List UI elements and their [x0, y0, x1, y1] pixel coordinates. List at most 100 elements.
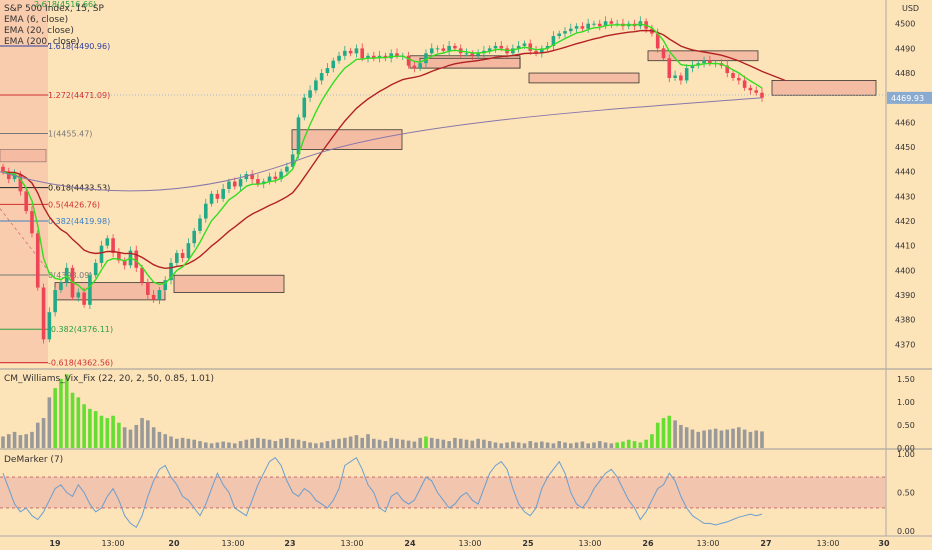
axes: 4370 4380 4390 4400 4410 4420 4430 4440 4450 4460…: [49, 20, 932, 548]
vix-bar: [105, 418, 110, 448]
vix-bar: [684, 427, 689, 448]
time-tick-label: 13:00: [101, 539, 124, 548]
candle-body: [215, 193, 220, 199]
candle-body: [464, 53, 469, 55]
vix-bar: [30, 431, 34, 448]
vix-bar: [6, 434, 11, 448]
candle-body: [661, 48, 666, 59]
fib-level-label: 0.5(4426.76): [48, 200, 100, 209]
candle-body: [540, 48, 544, 54]
vix-bar: [470, 440, 475, 448]
candle-body: [157, 290, 162, 300]
candle-body: [279, 171, 283, 180]
vix-bar: [412, 441, 417, 448]
candle-body: [64, 267, 69, 283]
vix-bar: [175, 438, 179, 448]
demarker-pane: [0, 456, 886, 529]
candle-body: [198, 218, 202, 231]
candle-body: [203, 203, 208, 219]
vix-bar: [180, 437, 185, 448]
candle-body: [418, 63, 422, 69]
vix-bar: [435, 438, 440, 448]
candle-body: [296, 117, 301, 155]
vix-bar: [261, 438, 266, 448]
ema20-legend: EMA (20, close): [4, 26, 74, 36]
candle-body: [522, 43, 527, 46]
price-tick-label: 4380: [895, 316, 915, 325]
vix-bar: [337, 438, 341, 448]
vix-bar: [232, 443, 237, 448]
vix-bar: [429, 437, 434, 448]
price-tick-label: 4410: [895, 242, 915, 251]
vix-bar: [615, 442, 619, 448]
candle-body: [493, 45, 498, 49]
vix-bar: [163, 434, 168, 448]
zone-box: [419, 57, 521, 69]
candle-body: [140, 267, 144, 283]
vix-bar: [227, 442, 231, 448]
candle-body: [41, 287, 46, 340]
vix-bar: [528, 441, 533, 448]
vix-bar: [203, 442, 208, 448]
time-tick-label: 13:00: [221, 539, 244, 548]
vix-bar: [551, 443, 556, 448]
ema6-legend: EMA (6, close): [4, 15, 69, 25]
candle-body: [429, 48, 434, 54]
candle-body: [343, 50, 347, 56]
candle-body: [273, 176, 278, 180]
vix-bar: [708, 429, 712, 448]
vix-bar: [296, 439, 301, 448]
vix-bar: [493, 442, 498, 448]
price-tick-label: 4480: [895, 69, 915, 78]
vix-bar: [609, 443, 614, 448]
fib-level-label: 1(4455.47): [48, 130, 92, 139]
vix-bar: [690, 429, 695, 448]
candle-body: [122, 260, 127, 266]
vix-bar: [505, 442, 509, 448]
vix-bar: [597, 441, 602, 448]
vix-bar: [592, 442, 596, 448]
vix-bar: [713, 428, 718, 448]
candle-body: [366, 55, 370, 59]
candle-body: [227, 181, 231, 189]
candle-body: [372, 55, 376, 59]
candle-body: [238, 179, 243, 187]
vix-bar: [424, 436, 428, 448]
fib-level-label: -0.618(4362.56): [48, 359, 113, 368]
candle-body: [754, 90, 759, 93]
ema20-line: [2, 29, 786, 270]
candle-body: [389, 53, 393, 59]
candle-body: [18, 174, 23, 192]
fib-level-label: 2.618(4516.66): [34, 0, 96, 9]
candle-body: [702, 60, 706, 64]
vix-bar: [111, 415, 115, 448]
candle-body: [487, 48, 492, 51]
candle-body: [290, 154, 295, 167]
chart-title: S&P 500 Index, 15, SP: [4, 4, 104, 14]
candle-body: [748, 87, 753, 91]
vix-bar: [389, 437, 393, 448]
vix-bar: [516, 442, 521, 448]
vix-bar: [522, 443, 527, 448]
vix-bar: [563, 442, 567, 448]
vix-bar: [383, 441, 388, 448]
zone-box: [173, 274, 285, 293]
price-tick-label: 4500: [895, 20, 915, 29]
price-tick-label: 4370: [895, 340, 915, 349]
vix-bar: [476, 438, 480, 448]
vix-bar: [580, 441, 585, 448]
candle-body: [47, 312, 52, 340]
demarker-tick-label: 0.00: [897, 527, 915, 536]
candle-body: [574, 26, 579, 29]
vix-bar: [696, 431, 701, 448]
vix-bar: [406, 440, 411, 448]
vix-bar: [626, 439, 631, 448]
vix-bar: [731, 428, 735, 448]
vix-bar: [192, 439, 196, 448]
candle-body: [6, 171, 11, 180]
price-tick-label: 4460: [895, 118, 915, 127]
candle-body: [354, 48, 359, 54]
candle-body: [1, 166, 5, 172]
ema6-line: [2, 23, 763, 292]
vix-fix-pane: [1, 374, 764, 448]
